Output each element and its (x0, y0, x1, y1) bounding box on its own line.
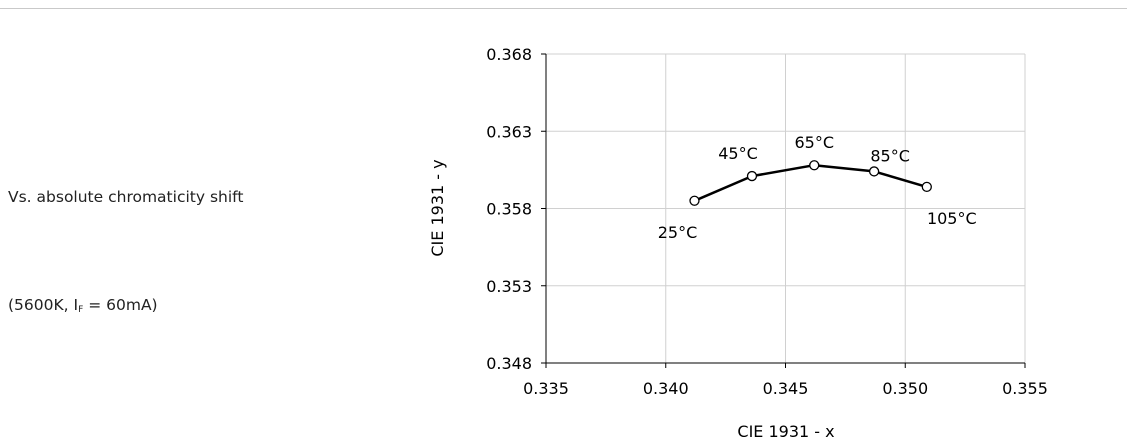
test-condition-caption: (5600K, IF = 60mA) (8, 296, 158, 315)
x-tick-label: 0.335 (523, 379, 569, 398)
y-tick-label: 0.353 (486, 277, 532, 296)
condition-subscript: F (78, 305, 84, 315)
data-point-label: 65°C (794, 133, 834, 152)
x-tick-label: 0.355 (1002, 379, 1048, 398)
condition-prefix: (5600K, I (8, 296, 79, 314)
data-point-label: 105°C (927, 209, 977, 228)
series-line (694, 163, 928, 202)
data-point-label: 85°C (870, 146, 910, 165)
top-divider (0, 8, 1127, 9)
x-tick-label: 0.350 (882, 379, 928, 398)
y-tick-label: 0.358 (486, 200, 532, 219)
y-tick-label: 0.363 (486, 122, 532, 141)
grid (546, 53, 1026, 363)
data-point (921, 181, 932, 193)
data-point (689, 195, 700, 206)
condition-suffix: = 60mA) (83, 296, 158, 314)
x-axis-label: CIE 1931 - x (737, 422, 834, 441)
data-point (868, 166, 880, 177)
axes (541, 53, 1026, 368)
chart-caption: Vs. absolute chromaticity shift (8, 188, 244, 206)
tick-labels: 0.335 0.340 0.345 0.350 0.355 0.348 0.353 0.358… (486, 45, 1048, 398)
x-tick-label: 0.345 (763, 379, 809, 398)
y-tick-label: 0.368 (486, 45, 532, 64)
y-tick-label: 0.348 (486, 354, 532, 373)
data-point-label: 25°C (658, 223, 698, 242)
y-axis-label: CIE 1931 - y (428, 159, 447, 256)
data-point (746, 170, 758, 182)
x-tick-label: 0.340 (643, 379, 689, 398)
data-point (809, 160, 820, 171)
data-point-label: 45°C (718, 144, 758, 163)
series: 25°C 45°C 65°C 85°C 105°C (658, 133, 977, 242)
